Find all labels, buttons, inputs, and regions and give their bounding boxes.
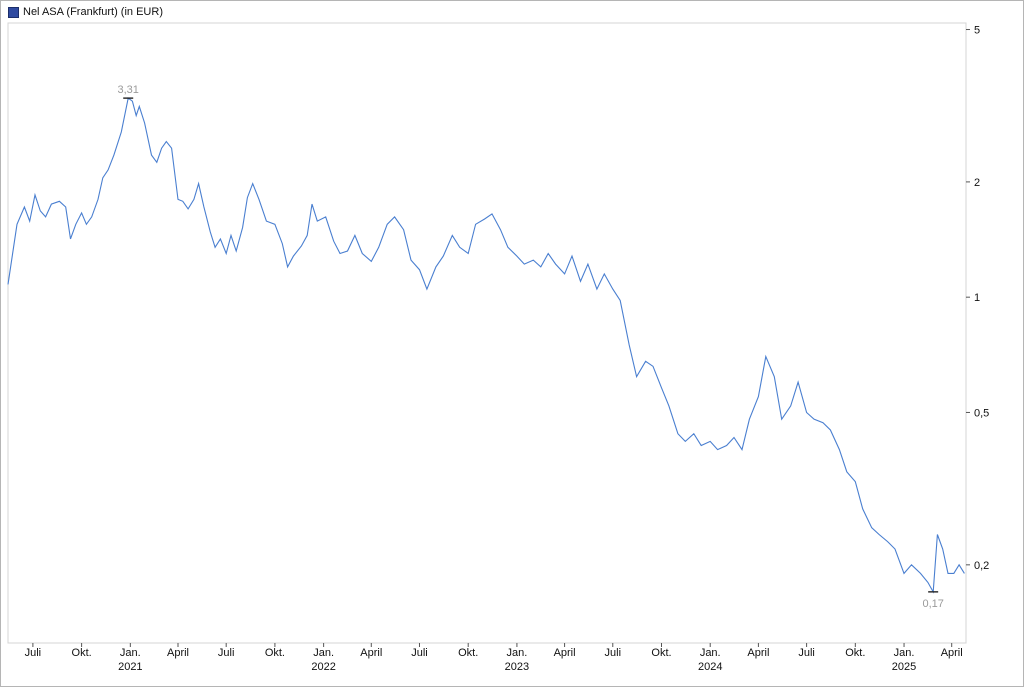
annotations: 3,31 0,17 [118,84,944,610]
y-tick-label: 0,5 [974,407,989,419]
x-tick-label: Juli [605,647,622,659]
y-tick-label: 1 [974,292,980,304]
y-axis: 5 2 1 0,5 0,2 [966,25,989,572]
x-year-label: 2024 [698,661,722,673]
x-year-label: 2022 [311,661,335,673]
x-tick-label: April [167,647,189,659]
x-tick-label: April [747,647,769,659]
x-tick-label: Okt. [265,647,285,659]
x-tick-label: Jan. [700,647,721,659]
x-tick-label: Okt. [72,647,92,659]
y-tick-label: 2 [974,177,980,189]
x-tick-label: April [360,647,382,659]
legend: Nel ASA (Frankfurt) (in EUR) [8,6,163,18]
x-year-label: 2021 [118,661,142,673]
x-tick-label: April [554,647,576,659]
x-tick-label: Juli [218,647,235,659]
min-label: 0,17 [922,598,943,610]
x-tick-label: Okt. [845,647,865,659]
x-tick-label: Okt. [458,647,478,659]
x-tick-label: Jan. [313,647,334,659]
x-tick-label: Jan. [120,647,141,659]
y-tick-label: 5 [974,25,980,37]
price-line [7,97,965,594]
x-tick-label: Jan. [894,647,915,659]
x-tick-label: Okt. [651,647,671,659]
x-tick-label: Juli [25,647,42,659]
x-tick-label: Juli [411,647,428,659]
x-year-label: 2025 [892,661,916,673]
x-tick-label: April [941,647,963,659]
legend-swatch [8,6,19,18]
x-axis: Juli Okt. Jan. 2021 April Juli Okt. Jan. 2022 Apr… [25,643,963,673]
y-tick-label: 0,2 [974,560,989,572]
plot-area [7,22,967,644]
x-tick-label: Juli [798,647,815,659]
max-label: 3,31 [118,84,139,96]
legend-label: Nel ASA (Frankfurt) (in EUR) [23,6,163,18]
x-tick-label: Jan. [507,647,528,659]
x-year-label: 2023 [505,661,529,673]
